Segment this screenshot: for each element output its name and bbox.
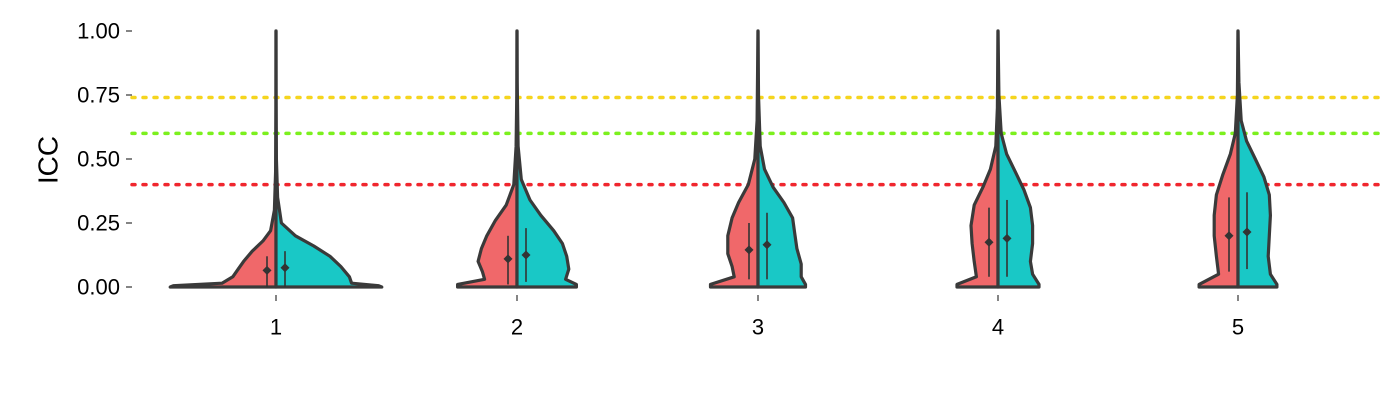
y-tick-label-2: 0.50 — [77, 147, 120, 172]
y-tick-label-1: 0.25 — [77, 211, 120, 236]
violin-left-5 — [1197, 29, 1240, 289]
x-tick-label-1: 2 — [511, 315, 523, 340]
x-tick-label-3: 4 — [992, 315, 1004, 340]
violin-left-4 — [955, 29, 1000, 289]
x-tick-label-2: 3 — [752, 315, 764, 340]
y-tick-label-0: 0.00 — [77, 275, 120, 300]
mean-point-left-4 — [984, 237, 994, 247]
mean-point-right-3 — [762, 240, 772, 250]
y-axis: 0.00 0.25 0.50 0.75 1.00 — [77, 19, 132, 300]
x-tick-label-0: 1 — [270, 315, 282, 340]
violin-right-1 — [274, 29, 384, 289]
mean-point-left-3 — [744, 245, 754, 255]
reference-lines — [130, 95, 1382, 187]
x-tick-label-4: 5 — [1232, 315, 1244, 340]
violin-right-3 — [756, 29, 808, 289]
violin-right-2 — [515, 29, 578, 289]
violins — [168, 29, 1279, 289]
y-tick-label-4: 1.00 — [77, 19, 120, 44]
mean-point-right-1 — [280, 263, 290, 273]
x-axis: 1 2 3 4 5 — [270, 295, 1244, 340]
mean-point-left-1 — [262, 265, 272, 275]
mean-point-right-4 — [1002, 233, 1012, 243]
y-axis-title: ICC — [32, 136, 63, 184]
violin-right-5 — [1236, 29, 1279, 289]
mean-point-right-2 — [521, 250, 531, 260]
y-tick-label-3: 0.75 — [77, 83, 120, 108]
mean-point-left-5 — [1224, 231, 1234, 241]
violin-right-4 — [996, 29, 1041, 289]
mean-point-left-2 — [503, 254, 513, 264]
violin-left-1 — [168, 29, 278, 289]
mean-point-right-5 — [1242, 227, 1252, 237]
